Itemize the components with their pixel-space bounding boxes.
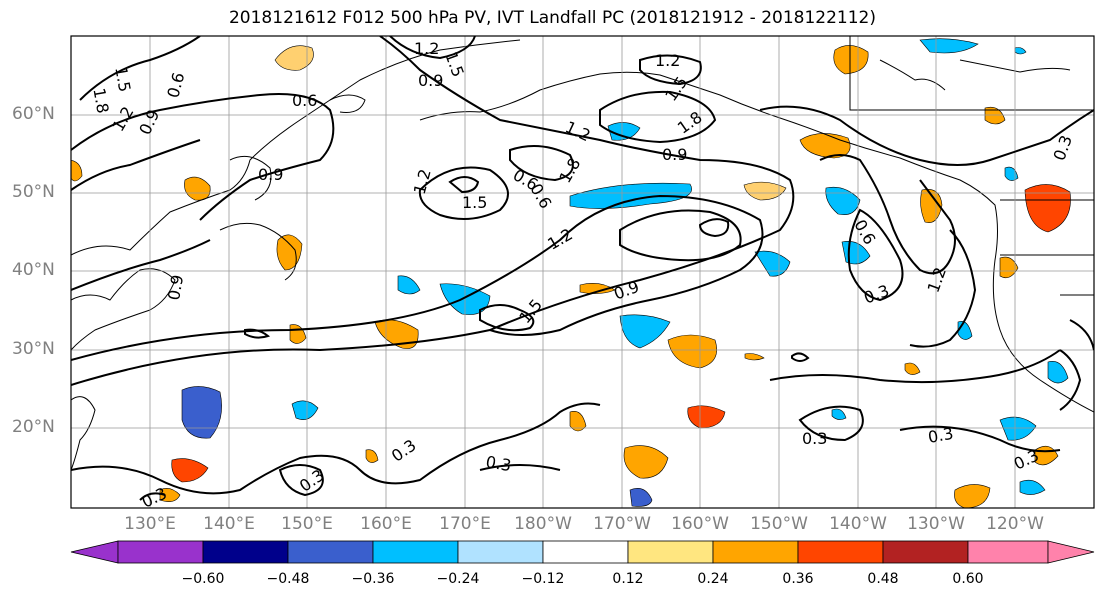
lat-label: 40°N: [12, 260, 55, 280]
colorbar-high-extension: [1047, 540, 1095, 564]
lat-label: 60°N: [12, 104, 55, 124]
contour-label: 1.2: [655, 51, 680, 70]
contour-label: 0.9: [258, 165, 283, 184]
contour-label: 0.9: [418, 71, 443, 90]
contour-label: 1.5: [515, 295, 546, 327]
colorbar-tick-label: 0.36: [782, 571, 814, 587]
contour-label: 1.2: [410, 167, 435, 197]
colorbar-segment: [627, 540, 714, 564]
contour-label: 1.5: [462, 193, 487, 212]
colorbar-segment: [967, 540, 1049, 564]
contour-label: 0.9: [662, 145, 687, 164]
pv-contours: [71, 36, 1094, 501]
lon-label: 160°E: [360, 514, 412, 534]
lon-label: 150°W: [750, 514, 808, 534]
lat-label: 20°N: [12, 417, 55, 437]
map-frame: [70, 35, 1095, 509]
contour-label: 1.2: [414, 39, 439, 58]
contour-label: 1.5: [111, 65, 134, 93]
contour-label: 1.8: [89, 86, 112, 114]
lon-label: 120°W: [986, 514, 1044, 534]
colorbar-tick-label: 0.60: [952, 571, 984, 587]
contour-label: 1.5: [441, 49, 468, 79]
contour-label: 1.8: [555, 155, 584, 187]
contour-label: 0.3: [802, 429, 827, 448]
lat-label: 50°N: [12, 182, 55, 202]
lat-label: 30°N: [12, 339, 55, 359]
contour-label: 1.2: [923, 265, 950, 295]
map-title: 2018121612 F012 500 hPa PV, IVT Landfall…: [228, 8, 876, 28]
lon-label: 170°W: [593, 514, 651, 534]
colorbar-segment: [457, 540, 544, 564]
contour-label: 1.2: [562, 117, 593, 145]
colorbar-low-extension: [70, 540, 119, 564]
contour-label: 0.3: [861, 281, 891, 308]
contour-label: 0.3: [927, 424, 955, 447]
contour-label: 0.3: [484, 452, 512, 475]
lon-label: 150°E: [281, 514, 333, 534]
lon-label: 130°W: [907, 514, 965, 534]
colorbar-tick-label: −0.48: [266, 571, 310, 587]
colorbar-segment: [712, 540, 799, 564]
lon-label: 160°W: [671, 514, 729, 534]
contour-label: 0.3: [388, 435, 420, 465]
colorbar-tick-label: 0.12: [612, 571, 644, 587]
contour-label: 0.9: [164, 273, 187, 301]
colorbar-tick-label: −0.36: [351, 571, 395, 587]
colorbar-tick-label: −0.12: [521, 571, 565, 587]
colorbar-tick-label: 0.24: [697, 571, 729, 587]
lon-label: 170°E: [439, 514, 491, 534]
colorbar-segment: [797, 540, 884, 564]
colorbar-segment: [882, 540, 969, 564]
contour-label: 0.6: [163, 70, 188, 100]
contour-label: 0.3: [296, 465, 328, 495]
colorbar-segment: [202, 540, 289, 564]
colorbar-tick-label: −0.24: [436, 571, 480, 587]
colorbar-segment: [287, 540, 374, 564]
lon-label: 140°W: [829, 514, 887, 534]
contour-label: 1.5: [661, 73, 691, 105]
colorbar-tick-label: 0.48: [867, 571, 899, 587]
colorbar-segment: [117, 540, 204, 564]
contour-label: 0.9: [135, 107, 163, 138]
colorbar-segment: [542, 540, 629, 564]
colorbar-segment: [372, 540, 459, 564]
colorbar-tick-label: −0.60: [181, 571, 225, 587]
lon-label: 180°W: [514, 514, 572, 534]
lon-label: 130°E: [124, 514, 176, 534]
contour-label: 0.6: [292, 91, 317, 110]
lon-label: 140°E: [203, 514, 255, 534]
colorbar: [70, 540, 1095, 564]
coastlines: [71, 36, 1094, 471]
shading-layer: [71, 38, 1071, 508]
